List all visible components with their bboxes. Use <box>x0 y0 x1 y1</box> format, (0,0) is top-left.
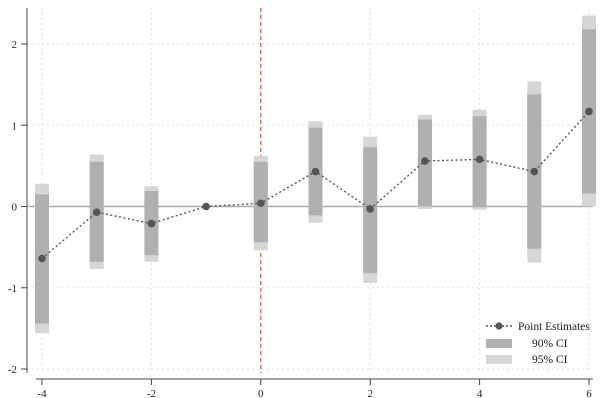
legend-label-ci90: 90% CI <box>532 338 568 350</box>
x-tick-label: 2 <box>367 388 373 398</box>
legend-swatch-ci90 <box>486 339 512 348</box>
legend-swatch-ci95 <box>486 355 512 364</box>
point-estimate-marker <box>202 202 210 211</box>
x-tick-label: -2 <box>147 388 156 398</box>
point-estimate-marker <box>257 199 265 208</box>
point-estimate-marker <box>92 208 101 216</box>
point-estimate-marker <box>530 167 539 176</box>
point-estimate-marker <box>585 107 593 116</box>
point-estimates-series <box>38 107 593 263</box>
x-tick-label: 6 <box>586 388 592 398</box>
x-tick-label: 4 <box>477 388 483 398</box>
legend-label-ci95: 95% CI <box>532 354 568 366</box>
point-estimate-marker <box>475 155 484 164</box>
y-axis-ticks: -2 -1 0 1 2 <box>8 39 27 376</box>
x-axis-ticks: -4 -2 0 2 4 6 <box>37 379 592 398</box>
point-estimate-marker <box>366 205 375 213</box>
y-tick-label: -2 <box>8 364 17 376</box>
point-estimate-marker <box>38 254 46 263</box>
y-tick-label: 1 <box>12 120 18 132</box>
point-estimate-marker <box>147 219 156 228</box>
x-tick-label: 0 <box>258 388 264 398</box>
legend: Point Estimates 90% CI 95% CI <box>486 321 590 366</box>
ci90-bars <box>35 29 596 324</box>
legend-point-marker <box>495 322 503 330</box>
axes <box>26 8 593 380</box>
legend-label-point-estimates: Point Estimates <box>518 321 590 333</box>
point-estimate-marker <box>311 167 320 176</box>
point-estimate-marker <box>421 157 429 165</box>
y-tick-label: 2 <box>12 39 18 51</box>
x-tick-label: -4 <box>37 388 47 398</box>
y-tick-label: -1 <box>8 283 17 295</box>
y-tick-label: 0 <box>12 202 18 214</box>
